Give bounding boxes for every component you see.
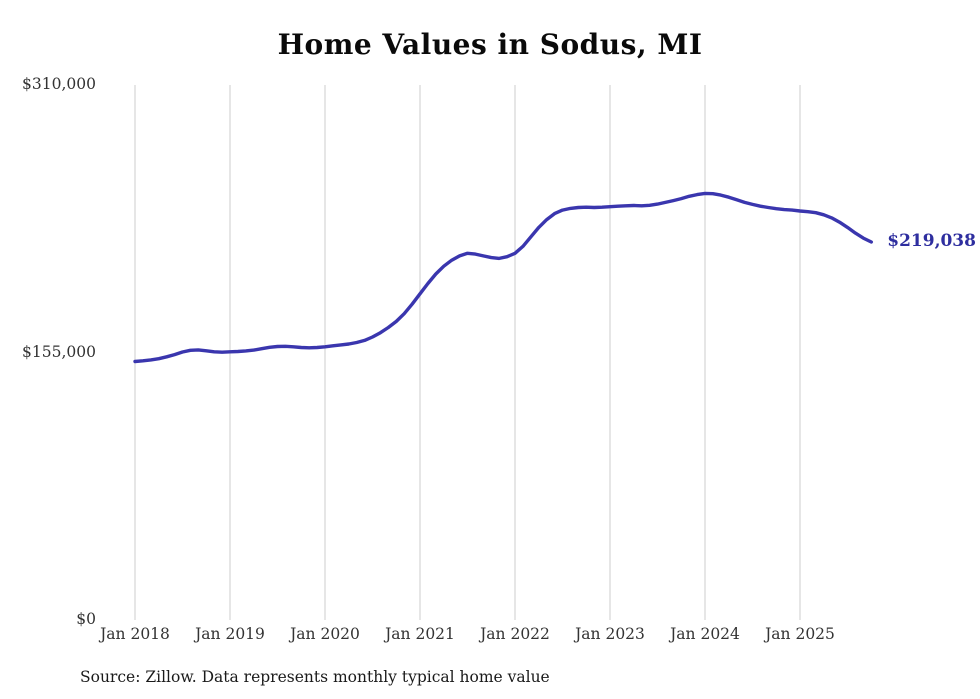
x-tick-label: Jan 2022 [480,625,550,643]
chart-title: Home Values in Sodus, MI [277,28,703,61]
x-tick-label: Jan 2019 [195,625,265,643]
end-value-label: $219,038 [887,230,976,251]
trend-line [133,191,873,364]
x-tick-label: Jan 2021 [385,625,455,643]
y-tick-label: $155,000 [22,342,96,361]
source-note: Source: Zillow. Data represents monthly … [80,668,550,686]
y-tick-label: $310,000 [22,75,96,93]
x-tick-label: Jan 2020 [290,625,360,643]
x-tick-label: Jan 2025 [765,625,835,643]
x-tick-label: Jan 2023 [575,625,645,643]
x-axis-labels: Jan 2018 Jan 2019 Jan 2020 Jan 2021 Jan 2022… [0,625,980,647]
x-tick-label: Jan 2024 [670,625,740,643]
y-tick-label: $0 [76,610,96,628]
x-tick-label: Jan 2018 [100,625,170,643]
